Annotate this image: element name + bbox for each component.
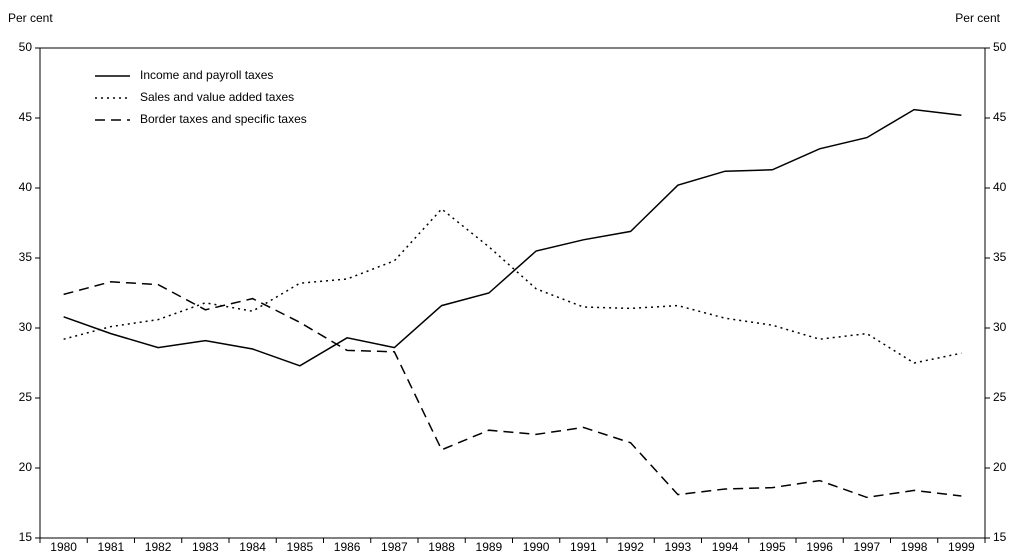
series-line <box>63 281 962 499</box>
y2-tick-label: 35 <box>993 250 1007 264</box>
y-tick-label: 15 <box>19 530 33 544</box>
x-tick-label: 1986 <box>334 540 361 554</box>
y-tick-label: 20 <box>19 460 33 474</box>
series-line <box>63 207 962 364</box>
y-tick-label: 45 <box>19 110 33 124</box>
legend-label: Border taxes and specific taxes <box>140 112 307 126</box>
x-tick-label: 1997 <box>854 540 881 554</box>
x-tick-label: 1993 <box>665 540 692 554</box>
x-tick-label: 1987 <box>381 540 408 554</box>
x-tick-label: 1994 <box>712 540 739 554</box>
x-tick-label: 1990 <box>523 540 550 554</box>
y-axis-label: Per cent <box>8 11 53 25</box>
y2-axis-label: Per cent <box>955 11 1000 25</box>
x-tick-label: 1981 <box>98 540 125 554</box>
y2-tick-label: 45 <box>993 110 1007 124</box>
x-tick-label: 1984 <box>239 540 266 554</box>
x-tick-label: 1985 <box>287 540 314 554</box>
x-tick-label: 1982 <box>145 540 172 554</box>
x-tick-label: 1980 <box>50 540 77 554</box>
y2-tick-label: 40 <box>993 180 1007 194</box>
y-tick-label: 25 <box>19 390 33 404</box>
y2-tick-label: 50 <box>993 40 1007 54</box>
x-tick-label: 1989 <box>476 540 503 554</box>
x-tick-label: 1983 <box>192 540 219 554</box>
y-tick-label: 50 <box>19 40 33 54</box>
x-tick-label: 1988 <box>428 540 455 554</box>
y2-tick-label: 30 <box>993 320 1007 334</box>
y2-tick-label: 25 <box>993 390 1007 404</box>
y-tick-label: 40 <box>19 180 33 194</box>
y-tick-label: 35 <box>19 250 33 264</box>
x-tick-label: 1998 <box>901 540 928 554</box>
x-tick-label: 1999 <box>948 540 975 554</box>
x-tick-label: 1995 <box>759 540 786 554</box>
x-tick-label: 1996 <box>806 540 833 554</box>
y2-tick-label: 15 <box>993 530 1007 544</box>
y2-tick-label: 20 <box>993 460 1007 474</box>
x-tick-label: 1991 <box>570 540 597 554</box>
x-tick-label: 1992 <box>617 540 644 554</box>
series-line <box>63 108 962 367</box>
legend-label: Sales and value added taxes <box>140 90 294 104</box>
y-tick-label: 30 <box>19 320 33 334</box>
legend-label: Income and payroll taxes <box>140 68 273 82</box>
